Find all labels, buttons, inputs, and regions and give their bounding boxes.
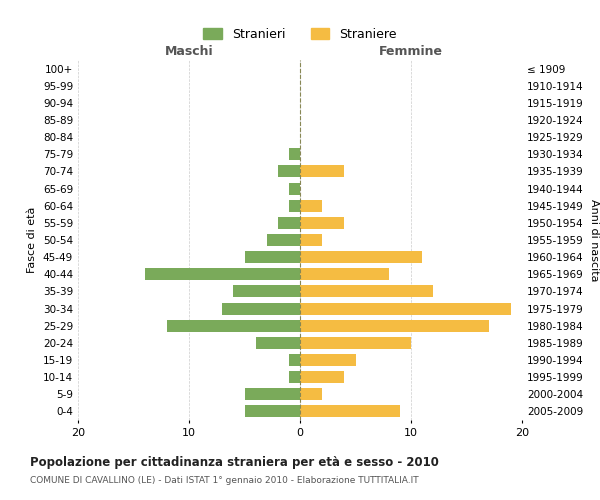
Bar: [300, 388, 322, 400]
Bar: [256, 337, 300, 349]
Bar: [300, 268, 389, 280]
Bar: [289, 148, 300, 160]
Bar: [266, 234, 300, 246]
Bar: [245, 388, 300, 400]
Text: Femmine: Femmine: [379, 46, 443, 59]
Bar: [300, 286, 433, 298]
Bar: [300, 320, 489, 332]
Bar: [300, 217, 344, 229]
Text: Popolazione per cittadinanza straniera per età e sesso - 2010: Popolazione per cittadinanza straniera p…: [30, 456, 439, 469]
Bar: [289, 182, 300, 194]
Bar: [300, 166, 344, 177]
Bar: [300, 302, 511, 314]
Bar: [300, 234, 322, 246]
Y-axis label: Anni di nascita: Anni di nascita: [589, 198, 599, 281]
Bar: [278, 217, 300, 229]
Bar: [289, 200, 300, 211]
Bar: [300, 354, 355, 366]
Text: Maschi: Maschi: [164, 46, 214, 59]
Bar: [233, 286, 300, 298]
Bar: [289, 371, 300, 383]
Bar: [245, 251, 300, 263]
Bar: [167, 320, 300, 332]
Legend: Stranieri, Straniere: Stranieri, Straniere: [198, 23, 402, 46]
Bar: [300, 337, 411, 349]
Bar: [300, 371, 344, 383]
Text: COMUNE DI CAVALLINO (LE) - Dati ISTAT 1° gennaio 2010 - Elaborazione TUTTITALIA.: COMUNE DI CAVALLINO (LE) - Dati ISTAT 1°…: [30, 476, 419, 485]
Bar: [289, 354, 300, 366]
Bar: [300, 406, 400, 417]
Bar: [145, 268, 300, 280]
Bar: [245, 406, 300, 417]
Y-axis label: Fasce di età: Fasce di età: [28, 207, 37, 273]
Bar: [278, 166, 300, 177]
Bar: [222, 302, 300, 314]
Bar: [300, 200, 322, 211]
Bar: [300, 251, 422, 263]
